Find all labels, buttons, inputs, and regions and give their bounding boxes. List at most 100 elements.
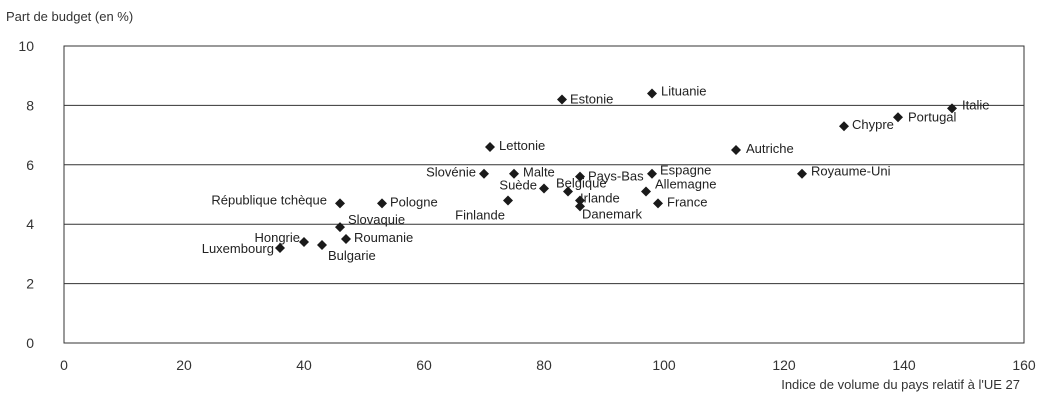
data-point: Espagne bbox=[647, 163, 711, 179]
data-point: Pays-Bas bbox=[575, 169, 644, 184]
point-marker bbox=[575, 195, 585, 206]
x-tick-label: 100 bbox=[652, 357, 676, 373]
data-point: Pologne bbox=[377, 194, 438, 209]
point-label: Italie bbox=[962, 97, 989, 112]
point-label: Slovénie bbox=[426, 165, 476, 180]
data-point: Irlande bbox=[575, 190, 620, 206]
point-marker bbox=[485, 141, 495, 152]
point-label: Belgique bbox=[556, 176, 607, 191]
data-points: Estonie Lituanie Italie Portugal Chypre Letto… bbox=[202, 84, 990, 263]
point-marker bbox=[797, 168, 807, 179]
point-label: Chypre bbox=[852, 117, 894, 132]
point-label: Roumanie bbox=[354, 230, 413, 245]
point-marker bbox=[335, 198, 345, 209]
point-label: Lituanie bbox=[661, 84, 707, 99]
x-tick-label: 140 bbox=[892, 357, 916, 373]
point-marker bbox=[299, 237, 309, 248]
data-point: Malte bbox=[509, 165, 555, 180]
point-marker bbox=[947, 103, 957, 114]
data-point: Italie bbox=[947, 97, 989, 114]
y-tick-label: 10 bbox=[18, 38, 34, 54]
x-tick-label: 20 bbox=[176, 357, 192, 373]
x-tick-label: 40 bbox=[296, 357, 312, 373]
y-axis-title: Part de budget (en %) bbox=[6, 9, 133, 24]
data-point: Portugal bbox=[893, 109, 957, 124]
x-tick-label: 120 bbox=[772, 357, 796, 373]
data-point: Hongrie bbox=[254, 230, 309, 248]
point-label: Irlande bbox=[580, 190, 620, 205]
x-tick-label: 160 bbox=[1012, 357, 1036, 373]
point-marker bbox=[275, 242, 285, 253]
data-point: Finlande bbox=[455, 195, 513, 222]
point-label: Estonie bbox=[570, 91, 613, 106]
y-tick-label: 8 bbox=[26, 97, 34, 113]
plot-area bbox=[63, 45, 1025, 344]
point-marker bbox=[377, 198, 387, 209]
point-label: Malte bbox=[523, 165, 555, 180]
point-marker bbox=[509, 168, 519, 179]
point-label: Suède bbox=[499, 178, 537, 193]
point-label: Lettonie bbox=[499, 138, 545, 153]
point-marker bbox=[317, 239, 327, 250]
point-marker bbox=[893, 112, 903, 123]
data-point: Luxembourg bbox=[202, 241, 285, 256]
x-tick-label: 0 bbox=[60, 357, 68, 373]
data-point: Slovaquie bbox=[335, 212, 405, 233]
point-marker bbox=[335, 222, 345, 233]
point-marker bbox=[575, 201, 585, 212]
point-marker bbox=[539, 183, 549, 194]
data-point: Allemagne bbox=[641, 177, 716, 197]
point-label: France bbox=[667, 194, 707, 209]
point-marker bbox=[557, 94, 567, 105]
data-point: Lettonie bbox=[485, 138, 545, 153]
data-point: Roumanie bbox=[341, 230, 413, 245]
point-label: Royaume-Uni bbox=[811, 164, 891, 179]
point-marker bbox=[563, 186, 573, 197]
point-marker bbox=[503, 195, 513, 206]
point-label: République tchèque bbox=[211, 192, 327, 207]
point-label: Bulgarie bbox=[328, 248, 376, 263]
data-point: République tchèque bbox=[211, 192, 345, 209]
data-point: Danemark bbox=[575, 201, 642, 221]
point-label: Luxembourg bbox=[202, 241, 274, 256]
point-label: Autriche bbox=[746, 141, 794, 156]
point-label: Slovaquie bbox=[348, 212, 405, 227]
data-point: France bbox=[653, 194, 707, 209]
y-tick-label: 4 bbox=[26, 216, 34, 232]
data-point: Belgique bbox=[556, 176, 607, 197]
point-label: Finlande bbox=[455, 207, 505, 222]
point-marker bbox=[653, 198, 663, 209]
y-tick-label: 2 bbox=[26, 276, 34, 292]
point-marker bbox=[731, 144, 741, 155]
point-marker bbox=[575, 171, 585, 182]
point-marker bbox=[839, 121, 849, 132]
point-label: Pologne bbox=[390, 194, 438, 209]
x-tick-label: 80 bbox=[536, 357, 552, 373]
y-axis-ticks: 0 2 4 6 8 10 bbox=[18, 38, 34, 351]
point-label: Danemark bbox=[582, 206, 642, 221]
point-marker bbox=[341, 234, 351, 245]
point-marker bbox=[479, 168, 489, 179]
point-label: Pays-Bas bbox=[588, 169, 644, 184]
point-label: Hongrie bbox=[254, 230, 300, 245]
data-point: Bulgarie bbox=[317, 239, 376, 263]
data-point: Suède bbox=[499, 178, 549, 194]
x-axis-title: Indice de volume du pays relatif à l'UE … bbox=[781, 377, 1020, 392]
y-tick-label: 0 bbox=[26, 335, 34, 351]
point-marker bbox=[641, 186, 651, 197]
point-label: Allemagne bbox=[655, 177, 716, 192]
point-marker bbox=[647, 168, 657, 179]
data-point: Autriche bbox=[731, 141, 794, 156]
gridlines bbox=[64, 104, 1024, 285]
data-point: Royaume-Uni bbox=[797, 164, 891, 179]
data-point: Lituanie bbox=[647, 84, 707, 99]
point-label: Portugal bbox=[908, 109, 957, 124]
y-tick-label: 6 bbox=[26, 157, 34, 173]
plot-border bbox=[63, 45, 1025, 344]
x-tick-label: 60 bbox=[416, 357, 432, 373]
x-axis-ticks: 0 20 40 60 80 100 120 140 160 bbox=[60, 357, 1036, 373]
data-point: Chypre bbox=[839, 117, 894, 132]
point-label: Espagne bbox=[660, 163, 711, 178]
data-point: Estonie bbox=[557, 91, 613, 106]
